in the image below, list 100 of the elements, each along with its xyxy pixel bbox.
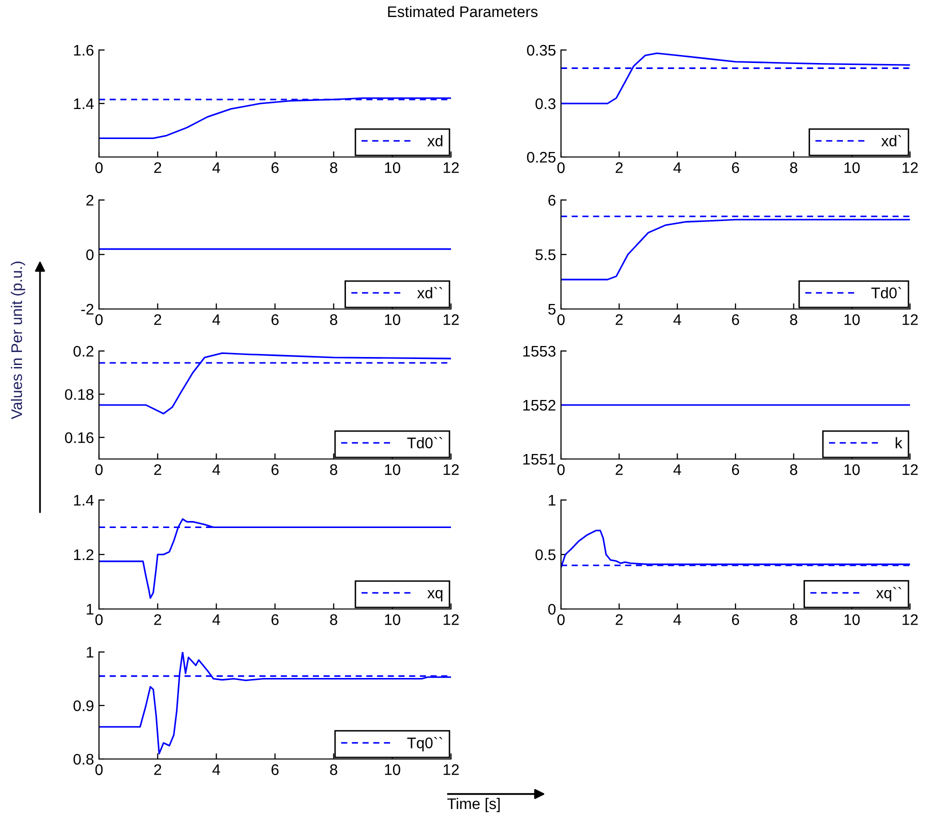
y-tick-label: 0 — [548, 604, 556, 615]
x-tick-label: 6 — [732, 162, 740, 174]
x-tick-label: 2 — [616, 464, 623, 475]
y-tick-label: 1 — [548, 495, 556, 506]
x-tick-label: 0 — [557, 614, 565, 626]
x-tick-label: 4 — [673, 314, 682, 325]
y-tick-label: 5.5 — [536, 250, 556, 260]
x-tick-label: 0 — [95, 764, 103, 776]
y-tick-label: 0.9 — [74, 700, 94, 712]
y-tick-label: 0.3 — [536, 98, 556, 110]
line-series — [561, 218, 910, 280]
legend-label: Td0` — [871, 286, 902, 298]
x-tick-label: 2 — [154, 162, 162, 173]
x-tick-label: 12 — [902, 464, 918, 475]
x-tick-label: 2 — [154, 314, 162, 325]
legend-label: xd` — [881, 134, 902, 146]
y-tick-label: 1 — [86, 647, 94, 658]
y-tick-label: 0.18 — [65, 389, 94, 400]
x-tick-label: 2 — [154, 764, 162, 775]
x-tick-label: 4 — [673, 464, 682, 475]
y-tick-label: 1.6 — [74, 44, 94, 56]
x-tick-label: 12 — [444, 464, 459, 475]
x-tick-label: 8 — [790, 614, 798, 626]
x-tick-label: 4 — [673, 614, 682, 625]
y-tick-label: 0.25 — [527, 152, 556, 163]
x-axis-title: Time [s] — [447, 798, 500, 812]
y-tick-label: 0.5 — [536, 549, 556, 560]
x-tick-label: 12 — [902, 614, 918, 625]
x-tick-label: 6 — [732, 314, 740, 326]
x-tick-label: 6 — [272, 314, 279, 326]
x-tick-label: 4 — [212, 614, 220, 625]
x-tick-label: 10 — [385, 464, 400, 476]
x-tick-label: 2 — [616, 314, 623, 325]
x-tick-label: 12 — [902, 162, 918, 173]
y-tick-label: 1551 — [523, 454, 556, 465]
x-tick-label: 0 — [95, 614, 103, 626]
y-tick-label: 6 — [548, 194, 556, 206]
y-tick-label: -2 — [81, 304, 94, 315]
y-tick-label: 0.2 — [74, 346, 94, 357]
x-tick-label: 10 — [385, 162, 400, 174]
y-tick-label: 5 — [548, 304, 556, 315]
y-tick-label: 0.16 — [65, 432, 94, 444]
x-tick-label: 12 — [444, 314, 459, 325]
legend-label: xd`` — [417, 286, 442, 298]
y-tick-label: 0.8 — [74, 754, 94, 765]
x-tick-label: 10 — [844, 464, 860, 476]
x-tick-label: 10 — [844, 614, 860, 626]
line-series — [99, 352, 451, 414]
legend-label: Td0`` — [407, 436, 442, 448]
x-tick-label: 8 — [330, 162, 338, 174]
x-tick-label: 0 — [95, 464, 103, 476]
x-tick-label: 8 — [330, 764, 338, 776]
x-tick-label: 2 — [616, 614, 623, 625]
x-tick-label: 8 — [790, 162, 798, 174]
y-tick-label: 0.35 — [527, 44, 556, 56]
x-tick-label: 12 — [444, 614, 459, 625]
y-axis-title: Values in Per unit (p.u.) — [10, 262, 26, 420]
y-tick-label: 1 — [86, 604, 94, 615]
x-tick-label: 8 — [330, 314, 338, 326]
x-tick-label: 8 — [330, 464, 338, 476]
x-tick-label: 4 — [212, 314, 220, 325]
legend-label: xq — [427, 590, 442, 602]
x-tick-label: 10 — [385, 614, 400, 626]
x-tick-label: 6 — [272, 464, 279, 476]
x-tick-label: 12 — [902, 314, 918, 325]
x-tick-label: 2 — [154, 464, 162, 475]
x-tick-label: 6 — [272, 764, 279, 776]
line-series — [561, 52, 910, 104]
x-tick-label: 6 — [272, 162, 279, 174]
legend-label: xq`` — [876, 586, 902, 602]
y-tick-label: 0 — [86, 249, 94, 260]
x-tick-label: 8 — [790, 464, 798, 476]
y-tick-label: 1.2 — [74, 549, 94, 560]
x-tick-label: 4 — [212, 464, 220, 475]
x-tick-label: 8 — [330, 614, 338, 626]
x-tick-label: 10 — [385, 314, 400, 326]
x-tick-label: 10 — [385, 764, 400, 776]
x-tick-label: 12 — [444, 162, 459, 173]
legend-label: Tq0`` — [407, 736, 442, 752]
x-tick-label: 2 — [616, 162, 623, 173]
chart-title: Estimated Parameters — [388, 6, 538, 18]
x-tick-label: 4 — [212, 764, 220, 775]
x-tick-label: 0 — [557, 314, 565, 326]
y-tick-label: 1552 — [523, 400, 556, 411]
x-tick-label: 10 — [844, 314, 860, 326]
x-tick-label: 4 — [673, 162, 682, 173]
x-tick-label: 12 — [444, 764, 459, 775]
x-tick-label: 0 — [557, 464, 565, 476]
x-tick-label: 10 — [844, 162, 860, 174]
y-tick-label: 2 — [86, 194, 94, 206]
x-tick-label: 8 — [790, 314, 798, 326]
x-tick-label: 4 — [212, 162, 220, 173]
legend-label: k — [896, 437, 902, 448]
x-tick-label: 0 — [95, 162, 103, 174]
y-tick-label: 1.4 — [74, 495, 94, 506]
x-tick-label: 0 — [557, 162, 565, 174]
y-tick-label: 1553 — [523, 346, 556, 357]
x-tick-label: 6 — [732, 614, 740, 626]
x-tick-label: 2 — [154, 614, 162, 625]
legend-label: xd — [427, 135, 442, 146]
